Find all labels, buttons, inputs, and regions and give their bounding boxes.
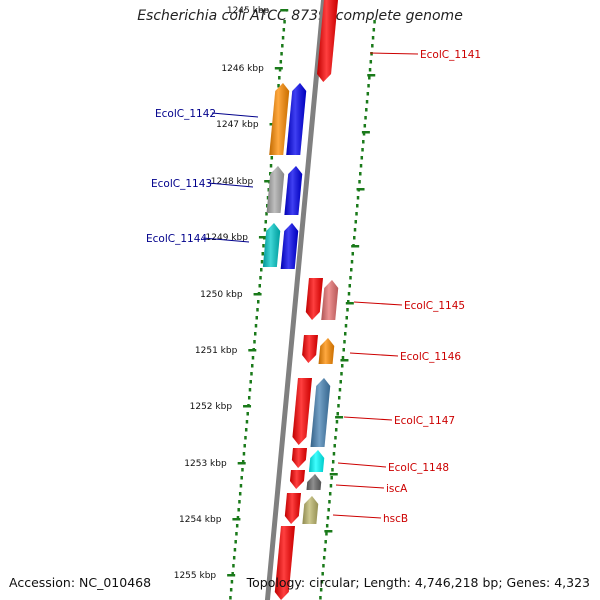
genome-backbone (264, 0, 327, 600)
forward-gene-arrow-shade (292, 378, 312, 445)
gene-layer (262, 0, 339, 600)
forward-gene-arrow-shade (289, 470, 305, 489)
summary-text: Topology: circular; Length: 4,746,218 bp… (246, 575, 590, 590)
forward-gene-cog-shade (318, 338, 335, 364)
map-title: Escherichia coli ATCC 8739, complete gen… (137, 8, 463, 24)
forward-gene-cog-shade (321, 280, 339, 320)
scale-label: 1253 kbp (184, 459, 227, 469)
forward-gene-arrow-shade (291, 448, 307, 468)
scale-label: 1248 kbp (211, 177, 254, 187)
forward-gene-cog-shade (302, 496, 319, 524)
reverse-gene-label: EcolC_1142 (155, 108, 216, 120)
forward-gene-arrow-shade (317, 0, 338, 82)
gene-leader-line (337, 462, 387, 468)
tick-track-right (319, 20, 376, 600)
gene-leader-line (211, 112, 259, 118)
forward-gene-cog-shade (308, 450, 325, 472)
reverse-gene-cog-shade (266, 166, 285, 213)
gene-leader-line (332, 514, 382, 519)
scale-label: 1249 kbp (206, 233, 249, 243)
gene-leader-line (349, 352, 399, 357)
forward-gene-arrow-shade (305, 278, 323, 320)
forward-gene-arrow-shade (274, 526, 295, 600)
gene-leader-line (369, 52, 419, 55)
reverse-gene-cog-shade (269, 83, 290, 155)
gene-leader-line (202, 237, 250, 243)
reverse-gene-arrow-shade (280, 223, 299, 269)
scale-label: 1251 kbp (195, 346, 238, 356)
reverse-gene-arrow-shade (286, 83, 307, 155)
forward-gene-label: hscB (383, 513, 408, 525)
gene-leader-line (207, 182, 254, 188)
forward-gene-label: EcolC_1146 (400, 351, 461, 363)
forward-gene-label: iscA (386, 483, 408, 495)
forward-gene-cog-shade (310, 378, 331, 447)
reverse-gene-label: EcolC_1144 (146, 233, 207, 245)
reverse-gene-arrow-shade (284, 166, 303, 215)
scale-label: 1254 kbp (179, 515, 222, 525)
scale-label: 1252 kbp (190, 402, 233, 412)
forward-gene-label: EcolC_1147 (394, 415, 455, 427)
label-layer: 1245 kbp 1246 kbp 1247 kbp 1248 kbp 1249 kbp… (146, 6, 481, 581)
accession-text: Accession: NC_010468 (9, 575, 152, 590)
scale-label: 1246 kbp (221, 64, 264, 74)
gene-leader-line (335, 484, 385, 489)
forward-gene-arrow-shade (302, 335, 318, 363)
scale-label: 1245 kbp (227, 6, 270, 16)
scale-label: 1255 kbp (174, 571, 217, 581)
gene-leader-line (343, 416, 393, 421)
reverse-gene-label: EcolC_1143 (151, 178, 212, 190)
forward-gene-cog-shade (306, 474, 322, 490)
forward-gene-label: EcolC_1141 (420, 49, 481, 61)
forward-gene-label: EcolC_1148 (388, 462, 449, 474)
gene-leader-line (353, 301, 403, 306)
reverse-gene-cog-shade (262, 223, 281, 267)
scale-label: 1250 kbp (200, 290, 243, 300)
scale-label: 1247 kbp (216, 120, 259, 130)
forward-gene-arrow-shade (284, 493, 301, 524)
forward-gene-label: EcolC_1145 (404, 300, 465, 312)
backbone-layer (264, 0, 327, 600)
